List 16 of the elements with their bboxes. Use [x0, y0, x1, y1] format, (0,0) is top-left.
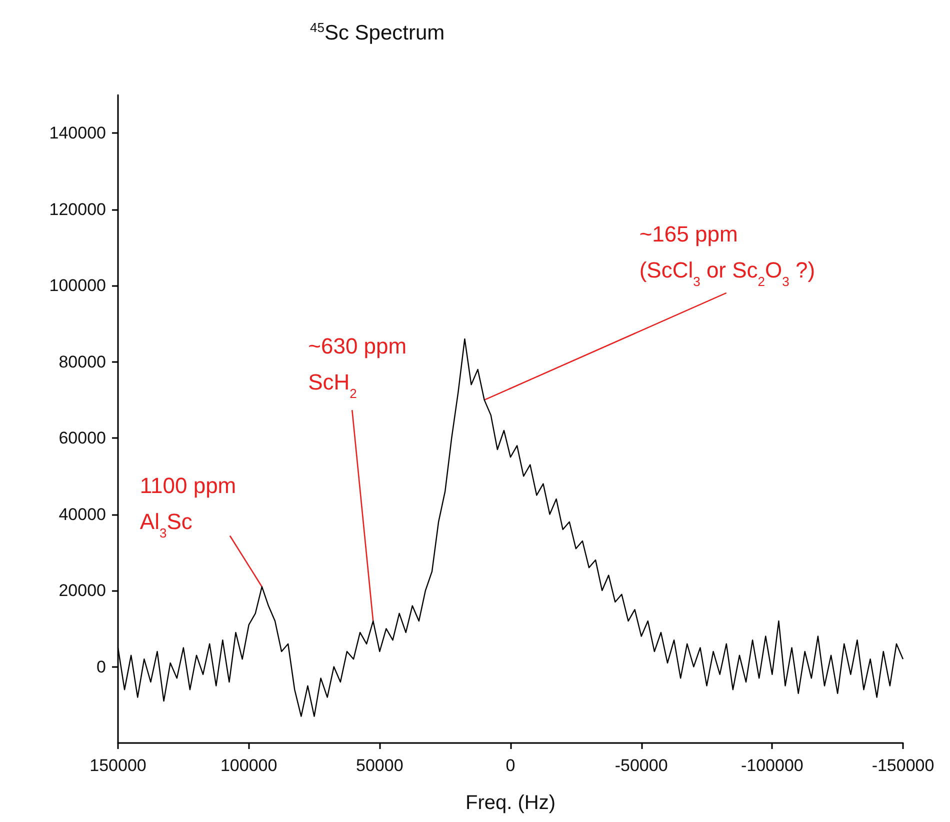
x-axis-title: Freq. (Hz)	[466, 792, 556, 814]
x-tick-label: -50000	[614, 756, 668, 775]
y-tick-label: 40000	[58, 504, 106, 524]
y-tick-label: 0	[96, 657, 106, 676]
y-tick-label: 60000	[58, 428, 106, 448]
y-tick-label: 20000	[58, 581, 106, 600]
x-tick-label: 50000	[356, 756, 404, 775]
y-tick-label: 100000	[49, 276, 106, 296]
x-tick-label: -150000	[872, 756, 934, 775]
y-tick-label: 80000	[58, 352, 106, 372]
x-tick-label: 0	[506, 756, 516, 775]
x-tick-label: 100000	[220, 756, 278, 775]
y-tick-label: 120000	[49, 200, 106, 219]
x-tick-label: 150000	[90, 756, 146, 775]
x-tick-label: -100000	[740, 756, 804, 775]
y-tick-label: 140000	[49, 124, 106, 143]
